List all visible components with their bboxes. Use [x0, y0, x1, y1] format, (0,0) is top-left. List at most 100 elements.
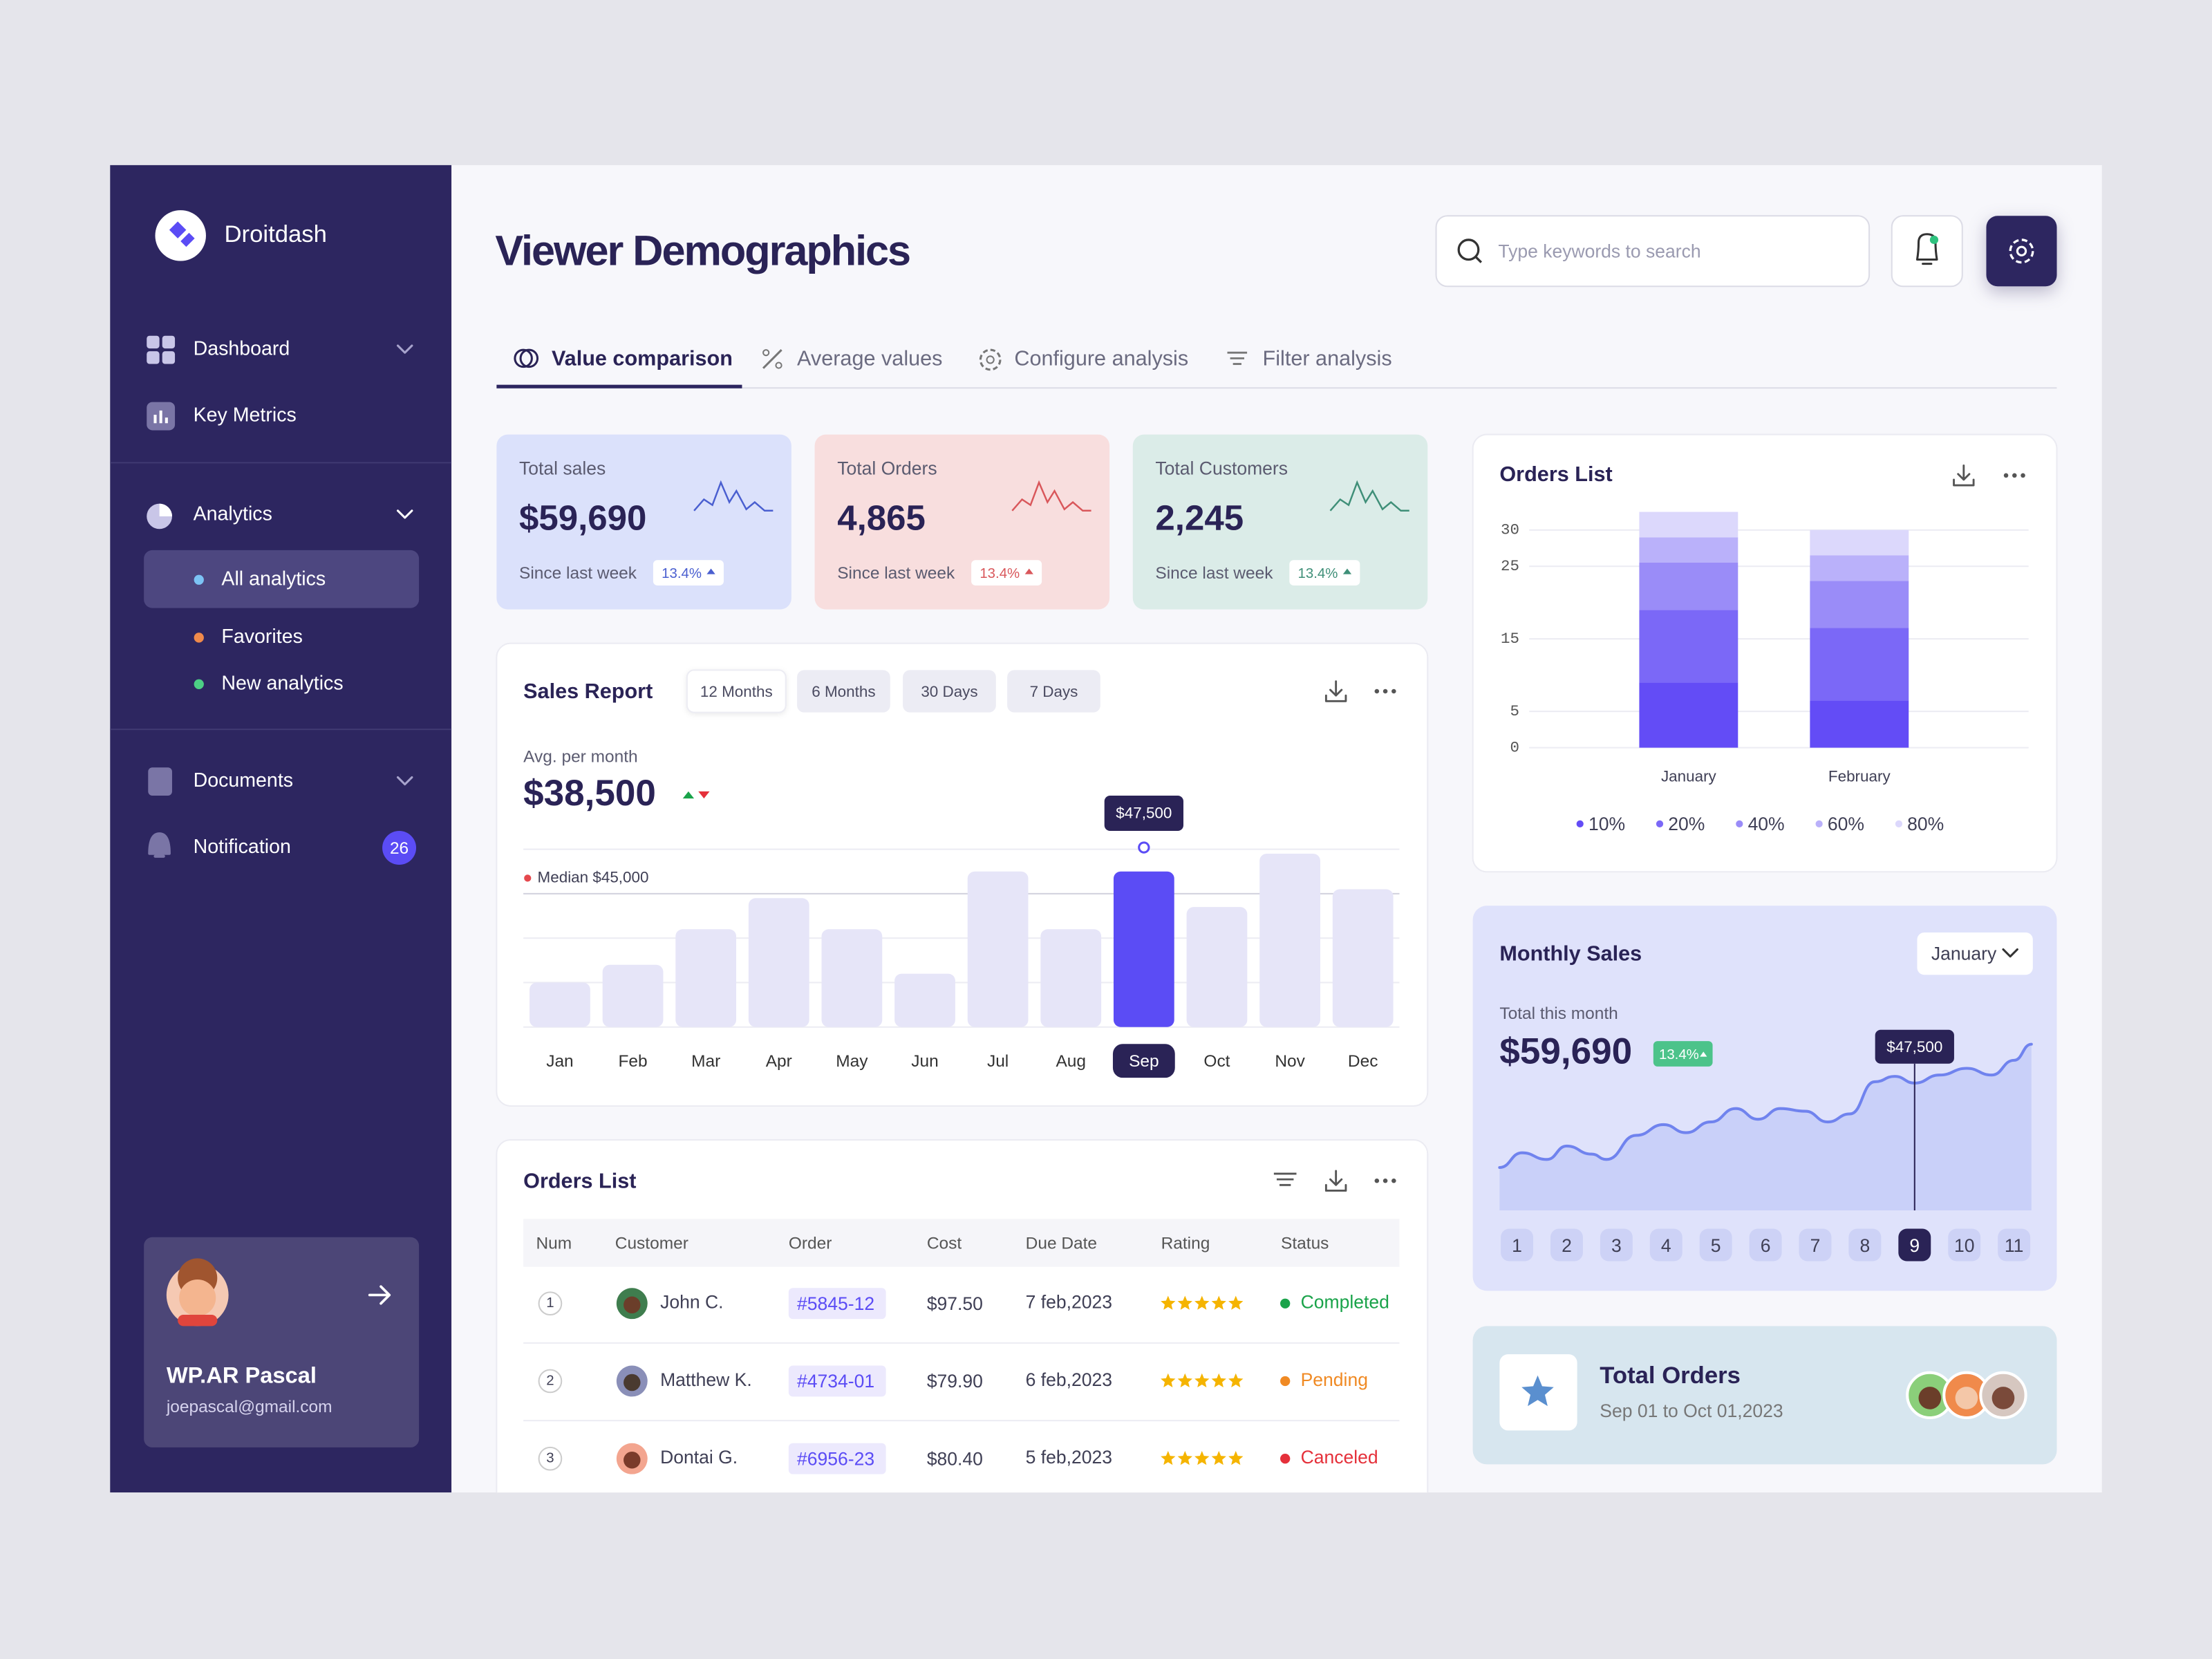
x-tick-label: Jun [911, 1052, 938, 1071]
month-dropdown[interactable] [1917, 932, 2033, 975]
legend-label: 20% [1668, 814, 1705, 834]
settings-button[interactable] [1986, 216, 2057, 287]
tab[interactable]: Value comparison [552, 347, 733, 371]
range-button[interactable] [903, 670, 996, 713]
x-tick-button[interactable] [1749, 1228, 1782, 1262]
trend-icon [698, 791, 710, 799]
kpi-change: 13.4% [1298, 566, 1338, 581]
order-id[interactable]: #6956-23 [797, 1448, 874, 1469]
value-marker [1138, 841, 1150, 854]
menu-icon [165, 418, 168, 424]
bar-segment [1639, 682, 1738, 748]
menu-item[interactable]: Analytics [194, 503, 272, 525]
customer-name: Dontai G. [660, 1447, 738, 1468]
x-tick-label[interactable]: 3 [1611, 1235, 1622, 1256]
more-dot [1374, 1178, 1380, 1183]
x-tick-button[interactable] [1799, 1228, 1832, 1262]
submenu-item[interactable]: Favorites [221, 626, 302, 648]
cost: $97.50 [927, 1293, 983, 1314]
x-tick-label: February [1828, 767, 1891, 785]
kpi-value: $59,690 [519, 498, 646, 538]
x-tick-label: Aug [1056, 1052, 1086, 1071]
menu-item[interactable]: Key Metrics [194, 404, 297, 427]
search-icon [1474, 256, 1483, 263]
avg-label: Avg. per month [523, 747, 638, 766]
x-tick-button[interactable] [1998, 1228, 2031, 1262]
bar-segment [1639, 610, 1738, 683]
x-tick-label[interactable]: 5 [1711, 1235, 1721, 1256]
order-id[interactable]: #5845-12 [797, 1293, 874, 1314]
menu-icon [147, 335, 160, 349]
x-tick-label: May [836, 1052, 868, 1071]
active-item[interactable] [144, 550, 420, 608]
range-label[interactable]: 30 Days [921, 683, 977, 700]
x-tick-label[interactable]: 9 [1909, 1235, 1920, 1256]
card-title: Orders List [1499, 462, 1612, 486]
range-label[interactable]: 12 Months [700, 683, 773, 700]
logo [155, 210, 206, 261]
range-label[interactable]: 7 Days [1030, 683, 1078, 700]
bar [1186, 907, 1248, 1027]
customer-avatar-face [624, 1296, 641, 1313]
range-button[interactable] [1007, 670, 1100, 713]
total-orders-card [1472, 1326, 2057, 1465]
tab-icon [762, 349, 770, 357]
menu-item[interactable]: Dashboard [194, 338, 290, 360]
x-tick-label: Jan [546, 1052, 573, 1071]
x-tick-label: Apr [766, 1052, 792, 1071]
download-icon [1324, 1170, 1347, 1192]
num-circle [538, 1446, 563, 1471]
order-pill [788, 1443, 886, 1474]
bar [1259, 854, 1320, 1027]
x-tick-button[interactable] [1550, 1228, 1583, 1262]
tab[interactable]: Average values [797, 347, 942, 371]
legend-label: 60% [1828, 814, 1864, 834]
range-label[interactable]: 6 Months [812, 683, 875, 700]
x-tick-button[interactable] [1848, 1228, 1882, 1262]
settings-icon [2009, 238, 2034, 264]
kpi-label: Total Customers [1155, 458, 1288, 479]
y-tick-label: 15 [1501, 630, 1519, 648]
x-tick-button[interactable] [1948, 1228, 1981, 1262]
median-label: Median $45,000 [538, 868, 649, 885]
status-dot [1280, 1454, 1291, 1464]
menu-item[interactable]: Documents [194, 769, 293, 791]
x-tick-button[interactable] [1501, 1228, 1534, 1262]
order-id[interactable]: #4734-01 [797, 1371, 874, 1391]
x-tick-label[interactable]: 7 [1810, 1235, 1821, 1256]
legend-label: 40% [1748, 814, 1785, 834]
search-box[interactable] [1435, 215, 1871, 288]
notification-button[interactable] [1891, 215, 1963, 288]
category-highlight [1112, 1044, 1175, 1078]
submenu-item[interactable]: New analytics [221, 672, 343, 694]
x-tick-label[interactable]: 10 [1954, 1235, 1975, 1256]
submenu-dot [194, 679, 204, 689]
submenu-item[interactable]: All analytics [221, 568, 326, 590]
y-tick-label: 30 [1501, 521, 1519, 539]
x-tick-label[interactable]: 1 [1512, 1235, 1522, 1256]
range-button[interactable] [797, 670, 890, 713]
x-tick-label[interactable]: 4 [1661, 1235, 1671, 1256]
x-tick-button[interactable] [1699, 1228, 1732, 1262]
orders-chart-card [1472, 433, 2058, 873]
tab[interactable]: Filter analysis [1263, 347, 1392, 371]
user-avatar-shirt [178, 1315, 218, 1327]
x-tick-button[interactable] [1898, 1228, 1931, 1262]
x-tick-label[interactable]: 2 [1562, 1235, 1572, 1256]
total-orders-title: Total Orders [1600, 1362, 1741, 1389]
dropdown-label[interactable]: January [1931, 944, 1997, 964]
x-tick-label[interactable]: 6 [1761, 1235, 1771, 1256]
x-tick-button[interactable] [1649, 1228, 1683, 1262]
kpi-change: 13.4% [980, 566, 1020, 581]
logo-mark [169, 221, 195, 247]
order-pill [788, 1365, 886, 1397]
x-tick-label[interactable]: 8 [1860, 1235, 1871, 1256]
x-tick-label[interactable]: 11 [2005, 1235, 2024, 1256]
avg-value: $38,500 [523, 773, 656, 814]
menu-item[interactable]: Notification [194, 836, 291, 858]
tab[interactable]: Configure analysis [1014, 347, 1188, 371]
sparkline [1329, 480, 1409, 512]
range-button[interactable] [686, 669, 787, 713]
x-tick-button[interactable] [1600, 1228, 1633, 1262]
more-dot [1374, 688, 1380, 694]
